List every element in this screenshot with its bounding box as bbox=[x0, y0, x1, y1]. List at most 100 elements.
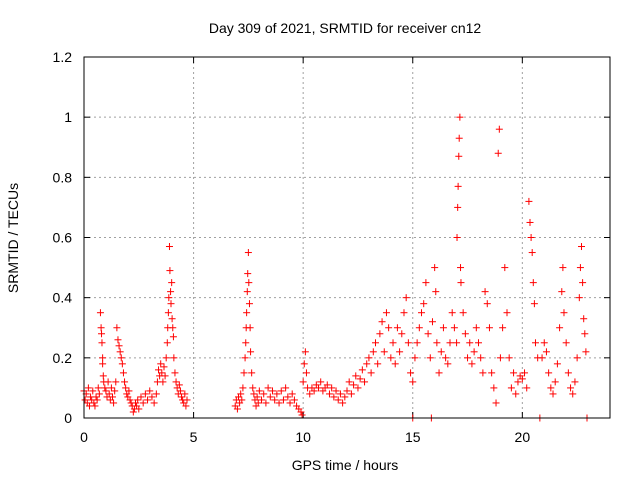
data-point bbox=[341, 393, 349, 401]
data-point bbox=[160, 363, 168, 371]
data-point bbox=[468, 360, 476, 368]
data-point bbox=[339, 399, 347, 407]
data-point bbox=[512, 390, 520, 398]
y-tick-label: 1.2 bbox=[53, 49, 73, 65]
data-point bbox=[164, 309, 172, 317]
data-point bbox=[431, 264, 439, 272]
data-point bbox=[393, 324, 401, 332]
data-point bbox=[165, 294, 173, 302]
data-point bbox=[183, 396, 191, 404]
data-point bbox=[514, 378, 522, 386]
data-point bbox=[176, 387, 184, 395]
data-point bbox=[464, 354, 472, 362]
data-point bbox=[437, 348, 445, 356]
data-point bbox=[94, 384, 102, 392]
data-point bbox=[92, 393, 100, 401]
data-point bbox=[116, 348, 124, 356]
data-point bbox=[98, 339, 106, 347]
data-point bbox=[380, 348, 388, 356]
data-point bbox=[258, 396, 266, 404]
data-point bbox=[168, 279, 176, 287]
data-point bbox=[244, 270, 252, 278]
data-point bbox=[117, 354, 125, 362]
data-point bbox=[479, 369, 487, 377]
data-point bbox=[246, 324, 254, 332]
data-point bbox=[347, 390, 355, 398]
data-point bbox=[121, 378, 129, 386]
data-point bbox=[391, 360, 399, 368]
data-point bbox=[134, 396, 142, 404]
data-point bbox=[365, 354, 373, 362]
data-point bbox=[170, 354, 178, 362]
data-point bbox=[99, 354, 107, 362]
data-point bbox=[494, 149, 502, 157]
data-point bbox=[99, 360, 107, 368]
data-point bbox=[135, 405, 143, 413]
data-point bbox=[354, 384, 362, 392]
data-point bbox=[268, 387, 276, 395]
data-point bbox=[525, 197, 533, 205]
data-point bbox=[402, 294, 410, 302]
data-point bbox=[139, 399, 147, 407]
data-point bbox=[578, 243, 586, 251]
data-point bbox=[260, 390, 268, 398]
data-point bbox=[119, 369, 127, 377]
data-point bbox=[579, 279, 587, 287]
x-tick-label: 0 bbox=[80, 429, 88, 445]
plot-frame bbox=[83, 56, 611, 419]
y-tick-label: 0.4 bbox=[53, 290, 73, 306]
data-point bbox=[334, 396, 342, 404]
data-point bbox=[562, 339, 570, 347]
data-point bbox=[549, 390, 557, 398]
data-point bbox=[433, 339, 441, 347]
data-point bbox=[376, 330, 384, 338]
data-point bbox=[407, 369, 415, 377]
data-point bbox=[523, 384, 531, 392]
data-point bbox=[163, 339, 171, 347]
data-point bbox=[101, 384, 109, 392]
data-point bbox=[264, 384, 272, 392]
data-point bbox=[499, 324, 507, 332]
data-point bbox=[144, 396, 152, 404]
data-point bbox=[510, 369, 518, 377]
data-point bbox=[496, 354, 504, 362]
data-point bbox=[492, 399, 500, 407]
data-point bbox=[95, 390, 103, 398]
data-point bbox=[444, 360, 452, 368]
data-point bbox=[569, 390, 577, 398]
data-point bbox=[439, 324, 447, 332]
data-point bbox=[279, 396, 287, 404]
data-point bbox=[102, 387, 110, 395]
data-point bbox=[297, 408, 305, 416]
data-point bbox=[250, 390, 258, 398]
x-tick-label: 10 bbox=[295, 429, 311, 445]
data-point bbox=[448, 309, 456, 317]
data-point bbox=[112, 378, 120, 386]
data-point bbox=[453, 234, 461, 241]
data-point bbox=[277, 387, 285, 395]
data-point bbox=[167, 288, 175, 296]
data-point bbox=[239, 384, 247, 392]
data-point bbox=[325, 390, 333, 398]
data-point bbox=[501, 264, 509, 272]
data-point bbox=[233, 405, 241, 413]
data-point bbox=[108, 393, 116, 401]
data-point bbox=[398, 330, 406, 338]
data-point bbox=[96, 309, 104, 317]
data-point bbox=[148, 393, 156, 401]
data-point bbox=[495, 125, 503, 133]
data-point bbox=[317, 378, 325, 386]
data-points bbox=[80, 113, 591, 422]
data-point bbox=[420, 300, 428, 308]
data-point bbox=[526, 218, 534, 226]
data-point bbox=[249, 384, 257, 392]
data-point bbox=[328, 384, 336, 392]
data-point bbox=[551, 378, 559, 386]
data-point bbox=[90, 399, 98, 407]
data-point bbox=[182, 402, 190, 410]
data-point bbox=[332, 387, 340, 395]
data-point bbox=[485, 324, 493, 332]
data-point bbox=[286, 399, 294, 407]
data-point bbox=[361, 378, 369, 386]
data-point bbox=[564, 369, 572, 377]
